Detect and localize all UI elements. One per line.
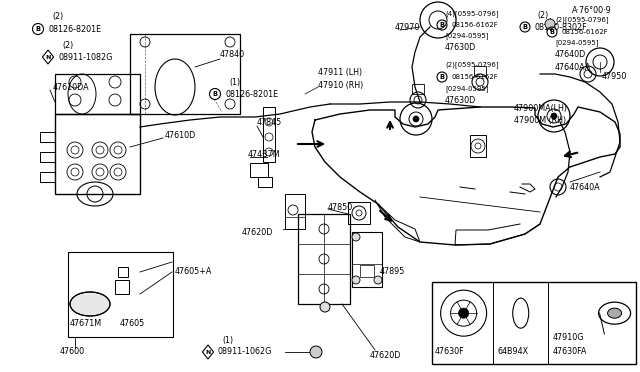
Ellipse shape — [70, 292, 110, 316]
Circle shape — [374, 276, 382, 284]
Text: B: B — [440, 22, 445, 28]
Text: 08156-6162F: 08156-6162F — [452, 74, 499, 80]
Text: B: B — [522, 24, 527, 30]
Bar — [470, 135, 486, 157]
Text: 08156-6162F: 08156-6162F — [452, 22, 499, 28]
Bar — [55, 114, 140, 194]
Text: 47630D: 47630D — [445, 42, 476, 51]
Bar — [68, 252, 173, 337]
Text: (1): (1) — [229, 77, 240, 87]
Circle shape — [352, 276, 360, 284]
Text: [0294-0595]: [0294-0595] — [445, 33, 488, 39]
Bar — [474, 66, 486, 76]
Text: 47620D: 47620D — [370, 350, 401, 359]
Text: B: B — [550, 29, 554, 35]
Text: 64B94X: 64B94X — [497, 347, 529, 356]
Bar — [40, 152, 55, 162]
Bar — [285, 194, 305, 229]
Text: N: N — [205, 350, 211, 355]
Bar — [118, 267, 128, 277]
Text: (2): (2) — [52, 12, 63, 20]
Text: 47610D: 47610D — [165, 131, 196, 140]
Bar — [263, 107, 275, 162]
Bar — [432, 282, 636, 364]
Text: B: B — [35, 26, 40, 32]
Bar — [360, 265, 374, 277]
Text: 47640A: 47640A — [570, 183, 600, 192]
Circle shape — [352, 233, 360, 241]
Text: 47970: 47970 — [395, 22, 420, 32]
Text: 47630D: 47630D — [445, 96, 476, 105]
Text: 47895: 47895 — [380, 267, 405, 276]
Bar — [40, 132, 55, 142]
Text: (2): (2) — [537, 10, 548, 19]
Circle shape — [551, 113, 557, 119]
Text: 08126-8201E: 08126-8201E — [225, 90, 278, 99]
Circle shape — [459, 308, 468, 318]
Text: N: N — [45, 55, 51, 60]
Text: 08126-8201E: 08126-8201E — [48, 25, 101, 33]
Bar — [55, 74, 140, 114]
Text: (2)[0595-0796]: (2)[0595-0796] — [555, 17, 609, 23]
Text: 47950: 47950 — [602, 71, 627, 80]
Text: 47845: 47845 — [257, 118, 282, 126]
Bar — [352, 232, 382, 287]
Text: 47910G: 47910G — [552, 334, 584, 343]
Bar — [348, 202, 370, 224]
Circle shape — [545, 19, 555, 29]
Text: 47630F: 47630F — [435, 347, 465, 356]
Bar — [298, 214, 350, 304]
Text: [0294-0595]: [0294-0595] — [445, 86, 488, 92]
Text: 47610DA: 47610DA — [53, 83, 90, 92]
Text: (2): (2) — [62, 41, 73, 49]
Circle shape — [413, 116, 419, 122]
Text: B: B — [440, 74, 445, 80]
Text: 47640AA: 47640AA — [555, 62, 591, 71]
Text: 47630FA: 47630FA — [552, 347, 587, 356]
Ellipse shape — [607, 308, 621, 318]
Text: 08120-8302F: 08120-8302F — [535, 22, 588, 32]
Text: 47850: 47850 — [328, 202, 353, 212]
Text: 47911 (LH): 47911 (LH) — [318, 67, 362, 77]
Text: 08911-1082G: 08911-1082G — [58, 52, 113, 61]
Bar — [130, 34, 240, 114]
Bar — [115, 280, 129, 294]
Circle shape — [320, 302, 330, 312]
Text: 47605: 47605 — [120, 320, 145, 328]
Text: 47910 (RH): 47910 (RH) — [318, 80, 364, 90]
Text: (1): (1) — [222, 336, 233, 344]
Text: B: B — [212, 91, 218, 97]
Text: 47671M: 47671M — [70, 320, 102, 328]
Text: 474B7M: 474B7M — [248, 150, 280, 158]
Circle shape — [310, 346, 322, 358]
Text: 47605+A: 47605+A — [175, 267, 212, 276]
Bar — [412, 84, 424, 94]
Text: (2)[0595-0796]: (2)[0595-0796] — [445, 62, 499, 68]
Text: 47900M (RH): 47900M (RH) — [514, 115, 566, 125]
Text: (4)[0595-0796]: (4)[0595-0796] — [445, 11, 499, 17]
Text: 47900MA(LH): 47900MA(LH) — [514, 103, 568, 112]
Text: 47840: 47840 — [220, 49, 245, 58]
Text: 08911-1062G: 08911-1062G — [218, 347, 273, 356]
Bar — [258, 177, 272, 187]
Bar — [40, 172, 55, 182]
Text: 47620D: 47620D — [242, 228, 273, 237]
Bar — [250, 163, 268, 177]
Text: [0294-0595]: [0294-0595] — [555, 40, 598, 46]
Text: 47600: 47600 — [60, 347, 85, 356]
Text: 47640D: 47640D — [555, 49, 586, 58]
Text: 08156-6162F: 08156-6162F — [562, 29, 609, 35]
Text: A·76°00·9: A·76°00·9 — [572, 6, 612, 15]
